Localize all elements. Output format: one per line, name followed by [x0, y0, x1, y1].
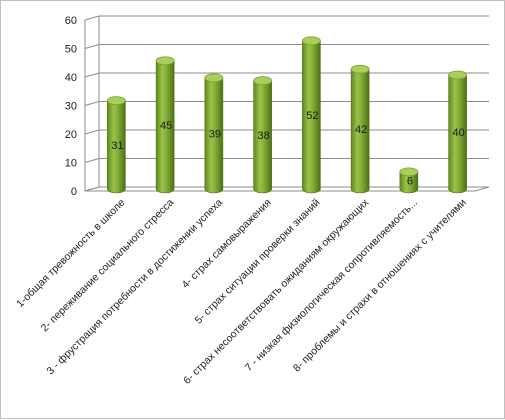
- bar-body: [350, 69, 370, 194]
- y-tick-label: 0: [71, 186, 77, 198]
- bar: [106, 96, 126, 194]
- bar-body: [399, 171, 419, 194]
- category-label: 6- страх несоответствовать ожиданиям окр…: [181, 196, 372, 387]
- bar-top: [106, 96, 126, 106]
- data-label: 31: [111, 140, 123, 152]
- data-label: 40: [453, 127, 465, 139]
- gridline-depth: [84, 129, 100, 135]
- bar-top: [448, 70, 468, 80]
- category-label: 3 - фрустрация потребности в достижении …: [44, 197, 225, 378]
- bar: [253, 76, 273, 194]
- data-label: 6: [407, 175, 413, 187]
- bar: [204, 73, 224, 194]
- bar-body: [302, 40, 321, 194]
- gridline-depth: [84, 15, 100, 21]
- data-label: 45: [160, 120, 172, 132]
- data-label: 39: [209, 128, 221, 140]
- bar-top: [399, 167, 419, 177]
- bar-body: [107, 100, 126, 194]
- y-tick-label: 60: [65, 15, 77, 27]
- category-label: 8- проблемы и страхи в отношениях с учит…: [291, 197, 469, 375]
- bar: [399, 167, 419, 194]
- axes: 0 10 20 30 40 50 60: [65, 15, 490, 198]
- y-tick-label: 30: [65, 101, 77, 113]
- bar: [448, 70, 468, 194]
- gridline-depth: [84, 158, 100, 163]
- bar-body: [204, 77, 224, 194]
- category-label: 4- страх самовыражения: [179, 197, 273, 291]
- bar-body: [448, 74, 467, 194]
- bar: [350, 64, 370, 194]
- data-label: 42: [355, 124, 367, 136]
- floor: [84, 186, 490, 192]
- gridline-depth: [84, 44, 100, 49]
- bar-top: [301, 36, 321, 46]
- data-label: 38: [258, 130, 270, 142]
- bar-body: [155, 60, 175, 194]
- y-tick-label: 10: [65, 158, 77, 170]
- gridline-depth: [84, 72, 100, 78]
- data-label: 52: [306, 110, 318, 122]
- bar: [301, 36, 321, 194]
- gridline-depth: [84, 101, 100, 106]
- y-tick-label: 20: [65, 129, 77, 141]
- bar-top: [204, 73, 224, 83]
- bar-top: [155, 56, 175, 66]
- gridlines: [84, 15, 489, 192]
- y-tick-label: 50: [65, 44, 77, 56]
- category-label: 7 - низкая физиологическая сопротивляемо…: [243, 197, 420, 374]
- bar-top: [253, 76, 273, 86]
- bar-top: [350, 64, 370, 74]
- data-labels: 31 45 39 38 52 42 6 40: [111, 110, 465, 188]
- bar: [155, 56, 175, 194]
- bar-body: [253, 80, 272, 194]
- y-tick-label: 40: [65, 72, 77, 84]
- bars: [106, 36, 468, 194]
